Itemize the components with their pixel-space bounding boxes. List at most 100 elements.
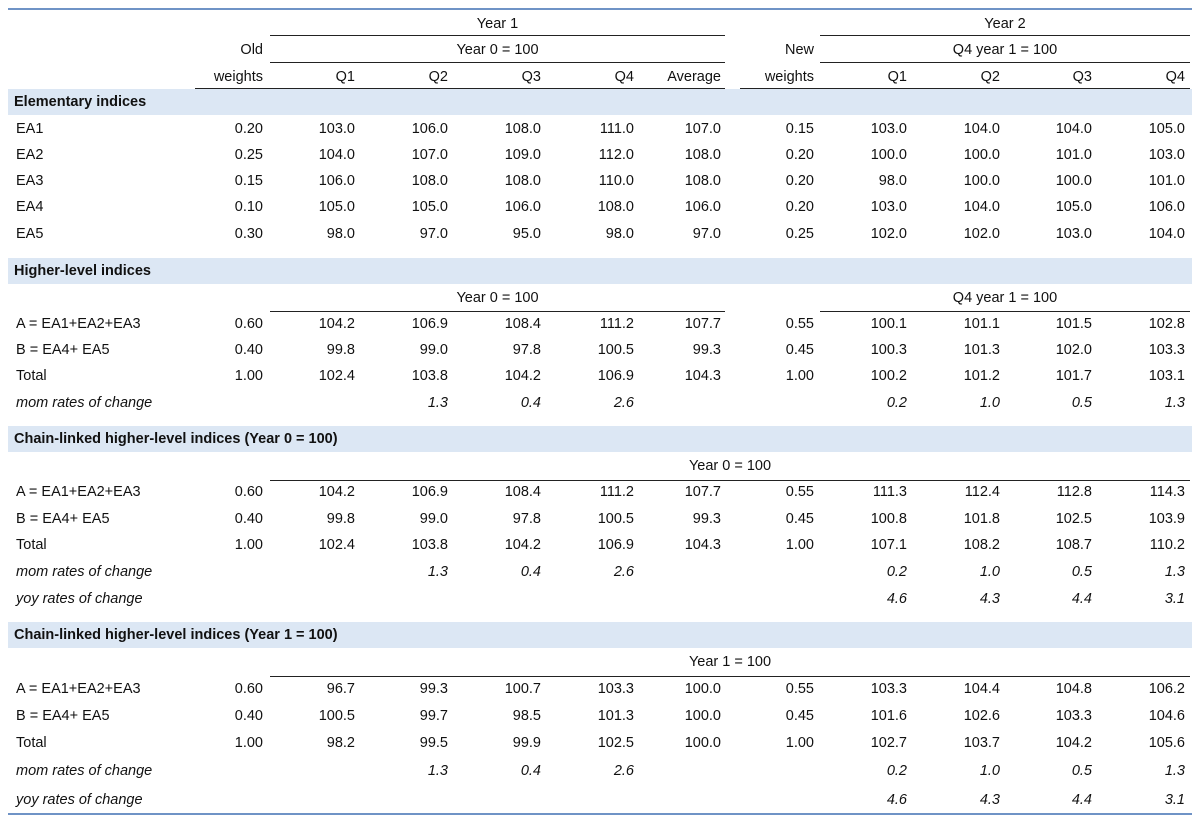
section-header-band	[8, 89, 1192, 115]
year1-value: 98.2	[326, 735, 355, 751]
year2-value: 1.3	[1164, 763, 1185, 779]
year2-value: 3.1	[1164, 591, 1185, 607]
year1-value: 99.5	[419, 735, 448, 751]
year2-value: 102.5	[1055, 511, 1092, 527]
year1-value: 111.0	[599, 121, 634, 137]
subheader-rule	[270, 480, 1190, 481]
year1-value: 99.8	[326, 511, 355, 527]
year1-value: 100.5	[318, 708, 355, 724]
new-weight: 0.55	[785, 484, 814, 500]
year2-value: 107.1	[870, 537, 907, 553]
year1-value: 0.4	[520, 564, 541, 580]
new-weight: 0.20	[785, 199, 814, 215]
year1-value: 108.4	[504, 316, 541, 332]
row-label: mom rates of change	[16, 395, 153, 411]
year2-value: 112.8	[1056, 484, 1092, 500]
year2-value: 3.1	[1164, 792, 1185, 808]
year1-value: 102.4	[318, 368, 355, 384]
year2-value: 0.2	[886, 763, 907, 779]
year2-value: 101.6	[870, 708, 907, 724]
section-title: Elementary indices	[14, 94, 147, 110]
year2-value: 104.2	[1055, 735, 1092, 751]
year1-value: 100.0	[684, 708, 721, 724]
year1-value: 104.0	[318, 147, 355, 163]
year1-value: 99.3	[419, 681, 448, 697]
year2-value: 110.2	[1149, 537, 1185, 553]
year1-value: 106.9	[411, 316, 448, 332]
subheader-base: Year 1 = 100	[688, 654, 772, 670]
row-label: EA3	[16, 173, 44, 189]
year1-value: 107.0	[411, 147, 448, 163]
year2-value: 0.5	[1071, 564, 1092, 580]
year2-value: 102.0	[870, 226, 907, 242]
row-label: EA4	[16, 199, 44, 215]
old-weight: 0.30	[234, 226, 263, 242]
year2-value: 102.7	[870, 735, 907, 751]
header-q3-y2: Q3	[1072, 69, 1092, 85]
year2-value: 101.5	[1055, 316, 1092, 332]
year2-value: 0.2	[886, 564, 907, 580]
year2-value: 112.4	[964, 484, 1000, 500]
year1-value: 99.8	[326, 342, 355, 358]
year1-value: 108.0	[684, 173, 721, 189]
year1-value: 95.0	[512, 226, 541, 242]
header-q1-y2: Q1	[887, 69, 907, 85]
year1-value: 107.7	[684, 484, 721, 500]
year1-value: 111.2	[599, 484, 634, 500]
year2-value: 105.6	[1148, 735, 1185, 751]
year1-value: 105.0	[318, 199, 355, 215]
section-header-band	[8, 258, 1192, 284]
year1-value: 106.0	[504, 199, 541, 215]
year1-value: 106.0	[411, 121, 448, 137]
year2-value: 101.0	[1148, 173, 1185, 189]
year1-value: 97.8	[512, 342, 541, 358]
year2-value: 1.3	[1164, 395, 1185, 411]
old-weight: 1.00	[234, 735, 263, 751]
year1-value: 98.0	[326, 226, 355, 242]
header-new-weights: weights	[764, 69, 814, 85]
year1-divider	[270, 35, 725, 36]
new-weight: 0.45	[785, 511, 814, 527]
year2-value: 100.8	[870, 511, 907, 527]
year2-value: 0.5	[1071, 763, 1092, 779]
year2-value: 4.3	[979, 792, 1000, 808]
year2-value: 1.3	[1164, 564, 1185, 580]
year2-value: 103.9	[1148, 511, 1185, 527]
year1-value: 2.6	[613, 564, 634, 580]
year1-value: 104.3	[684, 537, 721, 553]
year1-value: 1.3	[427, 395, 448, 411]
old-weight: 0.40	[234, 511, 263, 527]
year2-value: 114.3	[1149, 484, 1185, 500]
year2-value: 103.0	[870, 199, 907, 215]
old-weight: 0.40	[234, 708, 263, 724]
row-label: A = EA1+EA2+EA3	[16, 484, 141, 500]
year1-value: 104.2	[318, 484, 355, 500]
year1-value: 0.4	[520, 763, 541, 779]
year1-value: 97.0	[692, 226, 721, 242]
year1-value: 100.5	[597, 342, 634, 358]
year1-value: 106.0	[318, 173, 355, 189]
year2-value: 101.3	[963, 342, 1000, 358]
year1-value: 108.0	[597, 199, 634, 215]
old-weight: 0.40	[234, 342, 263, 358]
year1-value: 112.0	[598, 147, 634, 163]
year1-value: 1.3	[427, 564, 448, 580]
year2-value: 1.0	[979, 763, 1000, 779]
year1-value: 104.2	[318, 316, 355, 332]
row-label: Total	[16, 368, 47, 384]
year2-divider	[820, 35, 1190, 36]
row-label: yoy rates of change	[16, 591, 143, 607]
year1-value: 106.9	[597, 537, 634, 553]
year2-value: 104.8	[1055, 681, 1092, 697]
old-weight: 0.60	[234, 681, 263, 697]
old-weight: 0.10	[234, 199, 263, 215]
subheader-q4y1-base: Q4 year 1 = 100	[952, 290, 1058, 306]
header-q2: Q2	[428, 69, 448, 85]
year2-value: 102.0	[1055, 342, 1092, 358]
old-weight: 0.60	[234, 316, 263, 332]
year2-value: 101.0	[1055, 147, 1092, 163]
row-label: Total	[16, 735, 47, 751]
year1-value: 98.5	[512, 708, 541, 724]
header-old: Old	[240, 42, 263, 58]
year1-value: 103.3	[597, 681, 634, 697]
